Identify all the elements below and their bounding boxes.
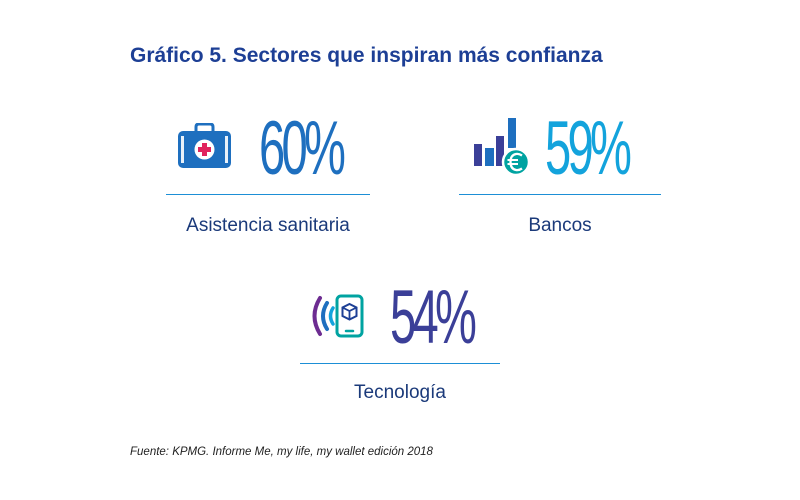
divider-health	[166, 194, 370, 195]
label-tech: Tecnología	[354, 382, 446, 403]
medical-kit-icon	[178, 123, 231, 168]
value-banks: 59%	[545, 106, 632, 191]
divider-tech	[300, 363, 500, 364]
divider-banks	[459, 194, 661, 195]
value-health: 60%	[259, 106, 346, 191]
source-note: Fuente: KPMG. Informe Me, my life, my wa…	[130, 446, 433, 458]
value-tech: 54%	[390, 275, 477, 360]
chart-title: Gráfico 5. Sectores que inspiran más con…	[130, 44, 603, 67]
bar-chart-euro-icon	[474, 118, 531, 177]
label-health: Asistencia sanitaria	[186, 215, 350, 236]
label-banks: Bancos	[528, 215, 592, 236]
wireless-tablet-icon	[312, 294, 364, 338]
